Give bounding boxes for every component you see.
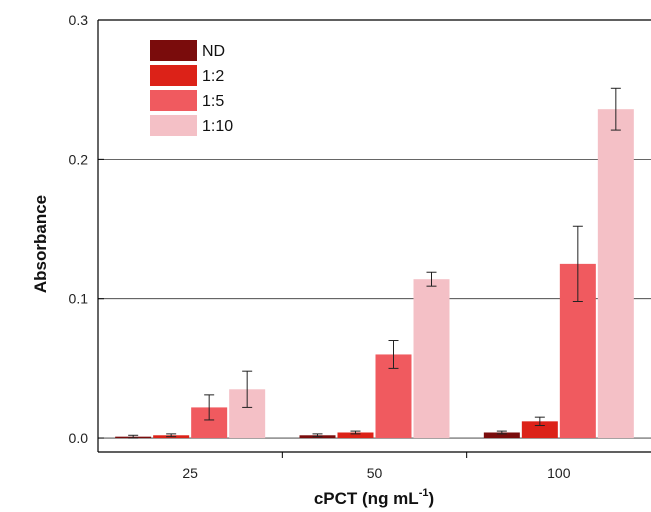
x-tick-label: 25: [182, 465, 198, 481]
legend-swatch: [150, 90, 197, 111]
plot-frame: [97, 19, 651, 453]
x-axis-title-tail: ): [428, 489, 434, 508]
bar: [483, 432, 520, 439]
legend-label: 1:5: [202, 93, 224, 110]
bar: [597, 109, 634, 439]
error-bars: [128, 87, 621, 439]
y-tick-label: 0.3: [69, 12, 89, 28]
bar: [521, 421, 558, 439]
gridlines: [98, 158, 651, 439]
x-tick-label: 50: [367, 465, 383, 481]
x-axis-title-main: cPCT (ng mL: [314, 489, 419, 508]
legend-label: ND: [202, 43, 225, 60]
y-axis-title: Absorbance: [31, 195, 50, 293]
bar: [337, 432, 374, 439]
legend-swatch: [150, 40, 197, 61]
legend-swatch: [150, 115, 197, 136]
x-axis-title: cPCT (ng mL-1): [314, 487, 434, 508]
x-tick-label: 100: [547, 465, 571, 481]
x-axis-ticks: 25 50 100: [182, 452, 571, 481]
legend-label: 1:10: [202, 118, 233, 135]
legend-swatch: [150, 65, 197, 86]
y-tick-label: 0.1: [69, 291, 89, 307]
x-axis-title-superscript: -1: [419, 487, 429, 499]
y-tick-label: 0.0: [69, 430, 89, 446]
bar: [413, 279, 450, 439]
legend-label: 1:2: [202, 68, 224, 85]
legend: ND 1:2 1:5 1:10: [150, 40, 233, 136]
y-tick-label: 0.2: [69, 151, 89, 167]
y-axis-ticks: 0.0 0.1 0.2 0.3: [69, 12, 104, 446]
bars: [115, 109, 634, 439]
